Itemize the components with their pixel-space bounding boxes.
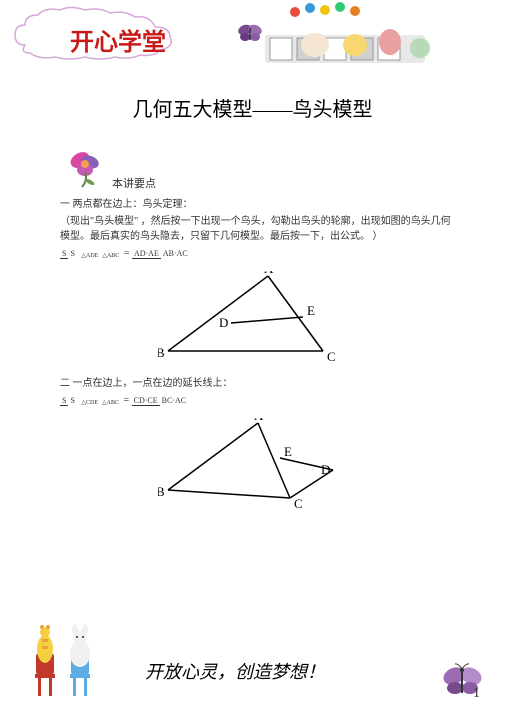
- footer-slogan: 开放心灵，创造梦想！: [145, 658, 325, 684]
- svg-text:D: D: [219, 315, 228, 330]
- section2-heading: 二 一点在边上，一点在边的延长线上：: [60, 376, 455, 391]
- section-label: 本讲要点: [112, 176, 156, 193]
- header-title: 开心学堂: [70, 22, 166, 57]
- svg-text:C: C: [294, 496, 303, 511]
- figure2: A B C D E: [60, 418, 455, 513]
- svg-text:C: C: [327, 349, 336, 364]
- svg-text:D: D: [321, 462, 330, 477]
- figure1: A B C D E: [60, 271, 455, 366]
- footer: 开放心灵，创造梦想！ 1: [0, 629, 505, 714]
- section1-note: （现出"鸟头模型" ，然后按一下出现一个鸟头，勾勒出鸟头的轮廓，出现如图的鸟头几…: [60, 214, 455, 244]
- svg-text:B: B: [158, 345, 165, 360]
- page-title: 几何五大模型——鸟头模型: [0, 93, 505, 122]
- page-number: 1: [473, 686, 480, 702]
- svg-text:E: E: [284, 444, 292, 459]
- svg-text:A: A: [254, 418, 264, 423]
- formula1: SS △ADE△ABC = AD·AEAB·AC: [60, 246, 455, 261]
- footer-animals-icon: [30, 624, 120, 704]
- svg-text:A: A: [264, 271, 274, 276]
- equals: =: [123, 395, 131, 406]
- equals: =: [124, 248, 132, 259]
- formula2: SS △CDE△ABC = CD·CEBC·AC: [60, 393, 455, 408]
- section1-heading: 一 两点都在边上：鸟头定理：: [60, 197, 455, 212]
- header-decorations: [265, 0, 445, 70]
- main-content: 本讲要点 一 两点都在边上：鸟头定理： （现出"鸟头模型" ，然后按一下出现一个…: [0, 122, 505, 513]
- header-banner: 开心学堂: [0, 0, 505, 75]
- svg-text:B: B: [158, 484, 165, 499]
- butterfly-icon: [235, 20, 265, 50]
- flower-icon: [60, 142, 110, 192]
- section-heading: 本讲要点: [60, 142, 455, 192]
- svg-text:E: E: [307, 303, 315, 318]
